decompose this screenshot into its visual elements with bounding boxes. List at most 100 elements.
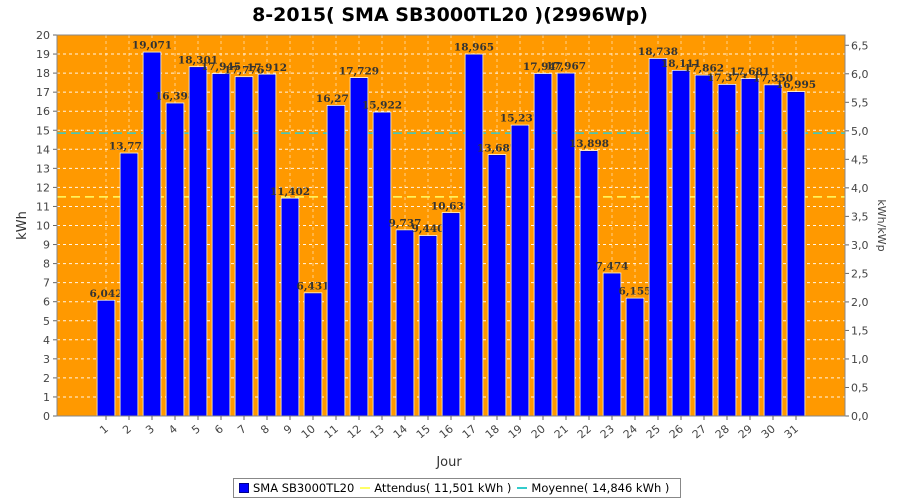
bar bbox=[143, 52, 161, 417]
bar bbox=[534, 73, 552, 417]
bar-value-label: 7,474 bbox=[596, 261, 629, 273]
bar-value-label: 18,965 bbox=[454, 42, 494, 54]
bar-value-label: 17,729 bbox=[339, 65, 379, 77]
bar-value-label: 17,862 bbox=[684, 63, 724, 75]
bar bbox=[672, 70, 690, 417]
bar bbox=[787, 91, 805, 417]
bar-value-label: 18,111 bbox=[661, 58, 701, 70]
y2-tick-label: 6,0 bbox=[851, 68, 869, 81]
x-tick-label: 13 bbox=[368, 422, 387, 441]
bar bbox=[511, 125, 529, 417]
bar-value-label: 15,922 bbox=[362, 100, 402, 112]
x-tick-label: 18 bbox=[483, 422, 502, 441]
x-tick-label: 22 bbox=[575, 422, 594, 441]
bar bbox=[120, 153, 138, 417]
y2-tick-label: 3,0 bbox=[851, 239, 869, 252]
y2-tick-label: 0,0 bbox=[851, 410, 869, 423]
legend-label-expected: Attendus( 11,501 kWh ) bbox=[374, 481, 512, 495]
bar bbox=[235, 77, 253, 417]
y-tick-label: 3 bbox=[43, 353, 50, 366]
x-tick-label: 11 bbox=[322, 422, 341, 441]
bar bbox=[189, 67, 207, 417]
bar bbox=[166, 103, 184, 417]
y-tick-label: 16 bbox=[36, 105, 50, 118]
y2-tick-label: 2,0 bbox=[851, 296, 869, 309]
x-tick-label: 4 bbox=[166, 422, 180, 436]
bar-value-label: 16,271 bbox=[316, 93, 356, 105]
x-tick-label: 26 bbox=[667, 422, 686, 441]
bar-value-label: 16,398 bbox=[155, 91, 195, 103]
x-tick-label: 6 bbox=[212, 422, 226, 436]
legend-swatch-series bbox=[239, 483, 249, 493]
bar-value-label: 17,967 bbox=[546, 61, 586, 73]
x-tick-label: 23 bbox=[598, 422, 617, 441]
legend-label-series: SMA SB3000TL20 bbox=[253, 481, 355, 495]
y2-tick-label: 6,5 bbox=[851, 39, 869, 52]
y-tick-label: 14 bbox=[36, 143, 50, 156]
x-tick-label: 10 bbox=[299, 422, 318, 441]
bar-value-label: 17,776 bbox=[224, 64, 264, 76]
bar-value-label: 17,681 bbox=[730, 66, 770, 78]
bar-value-label: 17,350 bbox=[753, 72, 793, 84]
legend-swatch-average bbox=[517, 487, 528, 489]
legend-item-average: Moyenne( 14,846 kWh ) bbox=[517, 481, 669, 495]
bar-value-label: 18,738 bbox=[638, 46, 678, 58]
bar-value-label: 17,373 bbox=[707, 72, 747, 84]
y-tick-label: 20 bbox=[36, 29, 50, 42]
bar bbox=[373, 112, 391, 417]
legend-label-average: Moyenne( 14,846 kWh ) bbox=[531, 481, 670, 495]
bar bbox=[442, 213, 460, 417]
bar-value-label: 13,771 bbox=[109, 141, 149, 153]
y2-tick-label: 1,5 bbox=[851, 324, 869, 337]
x-tick-label: 17 bbox=[460, 422, 479, 441]
x-tick-label: 9 bbox=[281, 422, 295, 436]
bar bbox=[419, 235, 437, 417]
bar-value-label: 11,402 bbox=[270, 186, 310, 198]
y-tick-label: 18 bbox=[36, 67, 50, 80]
x-tick-label: 14 bbox=[391, 422, 410, 441]
bar-value-label: 6,042 bbox=[90, 288, 123, 300]
x-axis-label: Jour bbox=[435, 455, 462, 470]
y-tick-label: 6 bbox=[43, 296, 50, 309]
x-tick-label: 28 bbox=[713, 422, 732, 441]
x-tick-label: 7 bbox=[235, 422, 249, 436]
x-tick-label: 15 bbox=[414, 422, 433, 441]
x-tick-label: 31 bbox=[782, 422, 801, 441]
bar bbox=[741, 78, 759, 417]
bar bbox=[557, 73, 575, 417]
chart-title: 8-2015( SMA SB3000TL20 )(2996Wp) bbox=[252, 4, 648, 26]
bar-value-label: 13,898 bbox=[569, 138, 609, 150]
x-tick-label: 25 bbox=[644, 422, 663, 441]
y2-axis-label: kWh/kWp bbox=[875, 199, 888, 251]
y-tick-label: 13 bbox=[36, 162, 50, 175]
y-tick-label: 5 bbox=[43, 315, 50, 328]
y2-tick-label: 3,5 bbox=[851, 210, 869, 223]
bar bbox=[580, 150, 598, 417]
x-tick-label: 8 bbox=[258, 422, 272, 436]
bar bbox=[396, 230, 414, 417]
y2-tick-label: 4,5 bbox=[851, 153, 869, 166]
y-axis-label: kWh bbox=[15, 211, 30, 240]
x-tick-label: 30 bbox=[759, 422, 778, 441]
bar bbox=[465, 54, 483, 417]
x-tick-label: 5 bbox=[189, 422, 203, 436]
bar-value-label: 16,995 bbox=[776, 79, 816, 91]
bar-value-label: 10,639 bbox=[431, 200, 471, 212]
bar bbox=[626, 298, 644, 417]
y-tick-label: 11 bbox=[36, 200, 50, 213]
bar bbox=[281, 198, 299, 417]
bar bbox=[258, 74, 276, 417]
x-tick-label: 16 bbox=[437, 422, 456, 441]
bar-value-label: 9,440 bbox=[412, 223, 445, 235]
y-tick-label: 2 bbox=[43, 372, 50, 385]
x-tick-label: 1 bbox=[97, 422, 111, 436]
bar bbox=[304, 293, 322, 417]
y-tick-label: 17 bbox=[36, 86, 50, 99]
x-tick-label: 29 bbox=[736, 422, 755, 441]
x-tick-label: 20 bbox=[529, 422, 548, 441]
bar bbox=[488, 155, 506, 417]
bar-value-label: 15,237 bbox=[500, 113, 540, 125]
y2-tick-label: 5,5 bbox=[851, 96, 869, 109]
y2-tick-label: 0,5 bbox=[851, 381, 869, 394]
